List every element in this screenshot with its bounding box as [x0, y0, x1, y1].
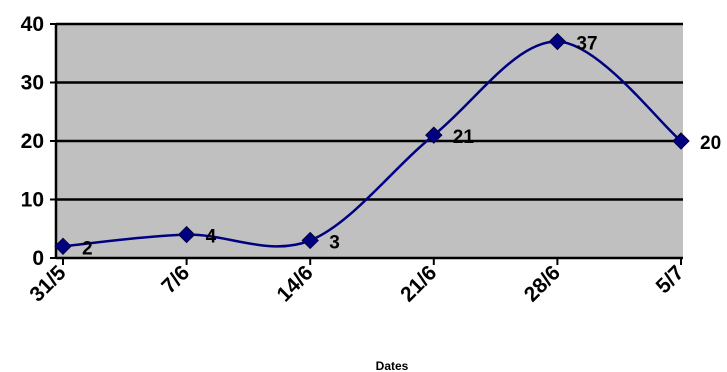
- x-tick-label: 5/7: [652, 261, 689, 298]
- data-point-marker: [672, 132, 690, 150]
- data-label: 21: [453, 127, 475, 148]
- data-point-marker: [425, 126, 443, 144]
- data-point-marker: [548, 32, 567, 51]
- data-label: 2: [82, 238, 93, 259]
- data-label: 37: [576, 34, 597, 55]
- x-tick-label: 28/6: [520, 261, 565, 306]
- data-point-marker: [54, 237, 72, 256]
- data-point-marker: [301, 231, 319, 250]
- x-tick-label: 14/6: [273, 261, 318, 306]
- y-tick-label: 30: [21, 72, 44, 95]
- data-label: 20: [700, 133, 721, 154]
- y-tick-label: 20: [21, 130, 44, 153]
- data-label: 3: [329, 232, 340, 253]
- series: [54, 32, 690, 256]
- axes: [50, 23, 683, 265]
- x-tick-label: 21/6: [396, 261, 441, 306]
- data-label: 4: [206, 227, 217, 248]
- x-axis-title: Dates: [376, 359, 409, 372]
- y-tick-label: 40: [21, 13, 44, 36]
- x-tick-label: 7/6: [157, 261, 194, 298]
- y-tick-label: 10: [21, 189, 44, 212]
- y-tick-label: 0: [32, 247, 44, 270]
- gridlines: [56, 22, 683, 201]
- data-point-marker: [177, 225, 196, 244]
